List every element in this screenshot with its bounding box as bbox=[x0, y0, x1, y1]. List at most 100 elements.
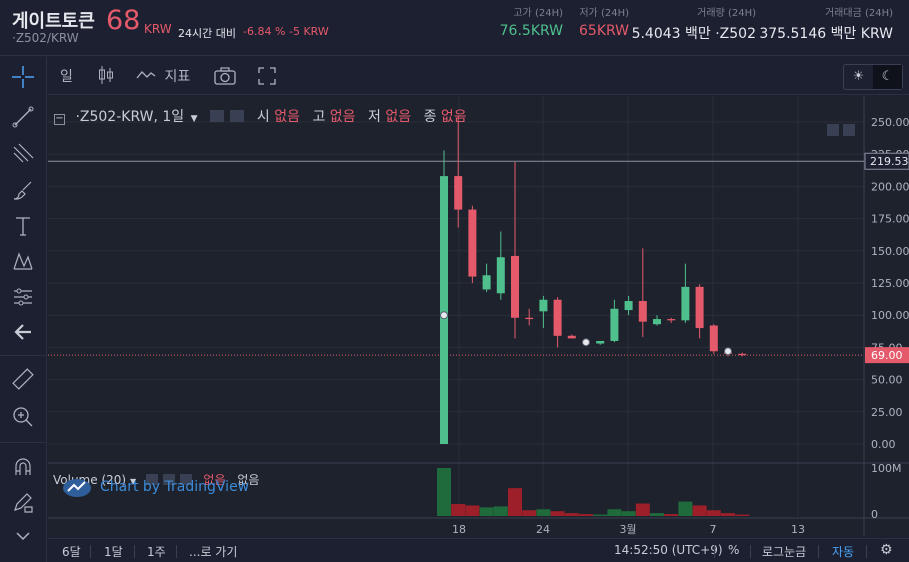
divider bbox=[90, 545, 91, 558]
range-6m[interactable]: 6달 bbox=[62, 545, 81, 559]
divider bbox=[866, 545, 867, 558]
close-icon[interactable] bbox=[179, 474, 192, 485]
volume-value-2: 없음 bbox=[237, 473, 260, 487]
bottom-toolbar: 6달 1달 1주 ...로 가기 14:52:50 (UTC+9) % 로그눈금… bbox=[48, 538, 909, 562]
range-1m[interactable]: 1달 bbox=[104, 545, 123, 559]
fullscreen-button[interactable] bbox=[258, 67, 276, 89]
hide-drawings-tool[interactable] bbox=[0, 519, 46, 553]
divider bbox=[176, 545, 177, 558]
gear-icon: ⚙ bbox=[880, 542, 893, 558]
clock: 14:52:50 (UTC+9) bbox=[614, 543, 723, 557]
eye-icon[interactable] bbox=[145, 474, 158, 485]
chart-pane[interactable] bbox=[48, 96, 909, 536]
fib-tool[interactable] bbox=[0, 136, 46, 170]
open-label: 시 bbox=[256, 109, 270, 125]
pattern-tool[interactable] bbox=[0, 244, 46, 278]
stat-value: 5.4043 백만 ·Z502 bbox=[631, 26, 756, 42]
stat-label: 거래대금 (24H) bbox=[824, 8, 893, 19]
low-label: 저 bbox=[368, 109, 381, 125]
candle-style-button[interactable] bbox=[98, 65, 114, 89]
stat-low: 저가 (24H) 65KRW bbox=[579, 4, 629, 39]
indicators-button[interactable]: 지표 bbox=[136, 66, 190, 86]
divider bbox=[750, 545, 751, 558]
stat-value: 375.5146 백만 KRW bbox=[759, 26, 893, 42]
zoom-in-icon bbox=[13, 407, 33, 427]
trend-line-icon bbox=[12, 106, 34, 128]
stat-label: 거래량 (24H) bbox=[697, 8, 756, 19]
stat-turnover: 거래대금 (24H) 375.5146 백만 KRW bbox=[759, 4, 893, 43]
goto-date[interactable]: ...로 가기 bbox=[189, 545, 238, 559]
magnet-icon bbox=[15, 458, 31, 475]
symbol-title[interactable]: ·Z502-KRW, 1일 bbox=[75, 109, 185, 125]
sun-icon[interactable]: ☀ bbox=[852, 69, 865, 84]
collapse-legend-icon[interactable]: − bbox=[54, 113, 65, 125]
low-value: 없음 bbox=[385, 109, 412, 125]
crosshair-icon bbox=[12, 66, 34, 88]
moon-icon[interactable]: ☾ bbox=[873, 65, 902, 89]
screenshot-button[interactable] bbox=[214, 67, 236, 89]
caret-down-icon[interactable]: ▼ bbox=[190, 114, 198, 124]
volume-period[interactable]: (20) bbox=[101, 473, 127, 487]
magnet-tool[interactable] bbox=[0, 450, 46, 484]
stat-value: 76.5KRW bbox=[499, 23, 563, 39]
percent-toggle[interactable]: % bbox=[728, 543, 740, 557]
indicator-wave-icon bbox=[136, 71, 156, 79]
divider bbox=[134, 545, 135, 558]
eye-icon[interactable] bbox=[209, 110, 224, 122]
measure-tool[interactable] bbox=[0, 280, 46, 314]
volume-value: 없음 bbox=[203, 473, 226, 487]
close-value: 없음 bbox=[440, 109, 467, 125]
indicators-label: 지표 bbox=[164, 69, 191, 85]
ruler-tool[interactable] bbox=[0, 362, 46, 396]
watermark-text: Chart by TradingView bbox=[100, 479, 250, 495]
open-value: 없음 bbox=[274, 109, 300, 125]
tradingview-watermark[interactable]: Chart by TradingView bbox=[62, 476, 249, 498]
settings-button[interactable]: ⚙ bbox=[880, 542, 893, 558]
price-unit: KRW bbox=[144, 22, 172, 36]
text-icon bbox=[16, 217, 30, 236]
trend-line-tool[interactable] bbox=[0, 100, 46, 134]
close-label: 종 bbox=[423, 109, 437, 125]
lock-drawing-tool[interactable] bbox=[0, 485, 46, 519]
high-value: 없음 bbox=[329, 109, 356, 125]
zoom-tool[interactable] bbox=[0, 400, 46, 434]
current-price: 68 bbox=[106, 5, 141, 36]
tradingview-cloud-icon bbox=[63, 479, 91, 497]
stat-volume: 거래량 (24H) 5.4043 백만 ·Z502 bbox=[632, 4, 756, 43]
gear-icon[interactable] bbox=[230, 110, 245, 122]
pattern-icon bbox=[13, 252, 33, 270]
stat-label: 저가 (24H) bbox=[579, 8, 629, 19]
change-percent: -6.84 % bbox=[243, 25, 286, 38]
auto-scale-toggle[interactable]: 자동 bbox=[832, 545, 855, 559]
market-header: 게이트토큰 ·Z502/KRW 68 KRW 24시간 대비 -6.84 % -… bbox=[0, 0, 909, 56]
divider bbox=[714, 545, 715, 558]
camera-icon bbox=[214, 67, 236, 85]
rail-divider bbox=[0, 355, 46, 356]
crosshair-tool[interactable] bbox=[0, 60, 46, 94]
drawing-tools-rail bbox=[0, 57, 47, 562]
text-tool[interactable] bbox=[0, 209, 46, 243]
ruler-icon bbox=[12, 368, 34, 390]
chevron-down-icon bbox=[16, 532, 30, 541]
candlestick-icon bbox=[99, 66, 113, 84]
rail-divider bbox=[0, 442, 46, 443]
range-1w[interactable]: 1주 bbox=[147, 545, 166, 559]
interval-selector[interactable]: 일 bbox=[60, 69, 73, 85]
pitchfork-icon bbox=[13, 143, 34, 163]
fullscreen-icon bbox=[258, 67, 276, 85]
high-label: 고 bbox=[312, 109, 326, 125]
log-scale-toggle[interactable]: 로그눈금 bbox=[762, 545, 807, 559]
gear-icon[interactable] bbox=[162, 474, 175, 485]
brush-icon bbox=[13, 181, 32, 200]
theme-switch: ☀ ☾ bbox=[843, 64, 903, 90]
stat-label: 고가 (24H) bbox=[513, 8, 563, 19]
sliders-icon bbox=[14, 288, 32, 306]
change-label: 24시간 대비 bbox=[178, 27, 236, 40]
divider bbox=[818, 545, 819, 558]
brush-tool[interactable] bbox=[0, 173, 46, 207]
trading-pair: ·Z502/KRW bbox=[12, 31, 79, 45]
back-tool[interactable] bbox=[0, 315, 46, 349]
caret-down-icon[interactable]: ▼ bbox=[129, 477, 137, 486]
chart-toolbar: 일 지표 ☀ ☾ bbox=[48, 57, 909, 95]
token-name: 게이트토큰 bbox=[12, 11, 95, 32]
